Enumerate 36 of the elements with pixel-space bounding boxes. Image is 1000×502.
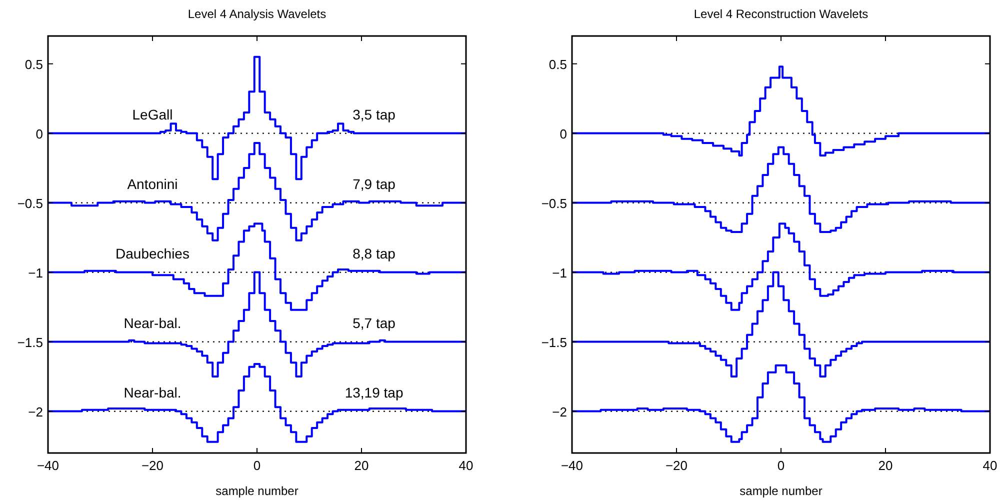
x-axis-title: sample number [216,484,298,498]
x-tick-label: 20 [354,458,369,473]
y-tick-label: 0 [560,126,567,142]
chart-title: Level 4 Reconstruction Wavelets [694,7,868,21]
annotation: 5,7 tap [352,315,396,332]
series-label: Antonini [127,176,178,192]
y-tick-label: 0.5 [24,56,43,72]
annotation: 7,9 tap [352,176,396,192]
x-tick-label: 20 [878,458,893,473]
x-tick-label: −40 [560,458,584,473]
x-tick-label: −20 [665,458,688,473]
x-tick-label: 40 [982,458,998,473]
annotation: 8,8 tap [352,246,396,262]
x-axis-title: sample number [740,484,822,498]
x-tick-label: 0 [777,458,785,473]
x-tick-label: −20 [141,458,164,473]
y-tick-label: −1.5 [17,334,43,350]
y-tick-label: −1 [552,265,567,280]
y-tick-label: −1.5 [541,334,567,350]
series-label: Near-bal. [124,384,182,401]
series-label: Near-bal. [124,315,182,332]
x-tick-label: 40 [458,458,474,473]
y-tick-label: −2 [552,404,567,420]
y-tick-label: 0 [36,126,43,142]
y-tick-label: −0.5 [541,196,567,211]
x-tick-label: 0 [253,458,261,473]
annotation: 13,19 tap [344,384,404,401]
y-tick-label: −0.5 [17,196,43,211]
chart-title: Level 4 Analysis Wavelets [188,7,326,21]
y-tick-label: 0.5 [548,56,567,72]
y-tick-label: −2 [28,404,43,420]
series-label: Daubechies [116,246,190,262]
y-tick-label: −1 [28,265,43,280]
series-label: LeGall [132,106,173,123]
x-tick-label: −40 [36,458,60,473]
annotation: 3,5 tap [352,106,396,123]
